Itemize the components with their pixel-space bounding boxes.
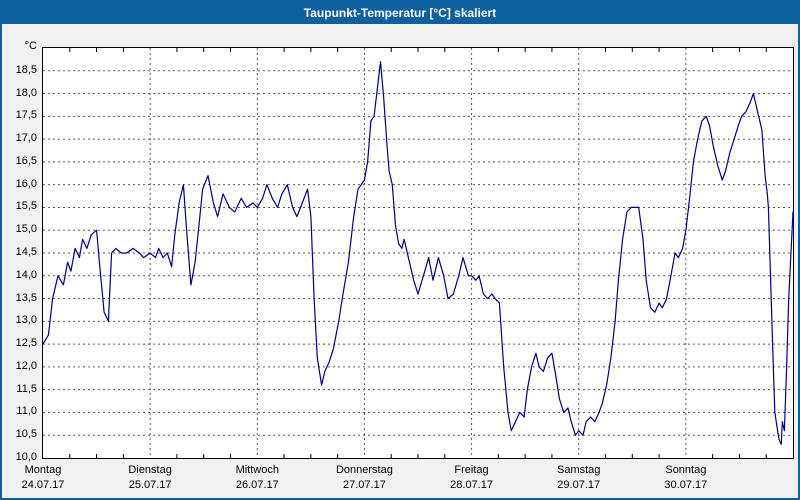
y-tick-label: 16,0 xyxy=(15,177,37,190)
y-tick-label: 12,5 xyxy=(15,337,37,350)
day-name: Sonntag xyxy=(665,464,707,476)
y-tick-label: 17,0 xyxy=(15,132,37,145)
chart-title-bar: Taupunkt-Temperatur [°C] skaliert xyxy=(2,2,798,24)
day-date: 29.07.17 xyxy=(557,479,601,491)
day-name: Montag xyxy=(24,464,62,476)
gridlines xyxy=(43,48,793,458)
day-date: 30.07.17 xyxy=(664,479,708,491)
day-date: 24.07.17 xyxy=(21,479,65,491)
axis-minor-ticks xyxy=(69,48,767,458)
day-date: 26.07.17 xyxy=(235,479,279,491)
chart-canvas xyxy=(42,48,794,458)
x-day-label: Donnerstag 27.07.17 xyxy=(336,463,393,493)
y-axis-unit-label: °C xyxy=(24,40,37,52)
y-tick-label: 18,0 xyxy=(15,86,37,99)
y-tick-label: 15,0 xyxy=(15,223,37,236)
y-tick-label: 13,0 xyxy=(15,314,37,327)
day-date: 28.07.17 xyxy=(450,479,493,491)
x-day-label: Freitag 28.07.17 xyxy=(450,463,493,493)
x-day-label: Samstag 29.07.17 xyxy=(557,463,600,493)
y-tick-label: 14,0 xyxy=(15,268,37,281)
day-date: 25.07.17 xyxy=(128,479,172,491)
day-name: Dienstag xyxy=(128,464,172,476)
day-name: Donnerstag xyxy=(335,464,393,476)
day-date: 27.07.17 xyxy=(343,479,386,491)
day-name: Freitag xyxy=(454,464,489,476)
plot-area xyxy=(42,47,794,459)
x-day-label: Dienstag 25.07.17 xyxy=(128,463,171,493)
y-tick-label: 11,0 xyxy=(16,405,37,418)
y-tick-label: 10,0 xyxy=(15,451,37,463)
y-tick-label: 11,5 xyxy=(16,382,37,395)
series-line xyxy=(42,61,794,445)
y-tick-label: 12,0 xyxy=(15,359,37,372)
y-tick-label: 15,5 xyxy=(15,200,37,213)
x-day-label: Montag 24.07.17 xyxy=(22,463,65,493)
y-tick-label: 17,5 xyxy=(15,109,37,122)
y-tick-label: 10,5 xyxy=(15,428,37,441)
y-tick-label: 16,5 xyxy=(15,154,37,167)
day-name: Samstag xyxy=(556,464,601,476)
x-day-label: Mittwoch 26.07.17 xyxy=(236,463,279,493)
y-tick-label: 18,5 xyxy=(15,63,37,76)
y-tick-label: 13,5 xyxy=(15,291,37,304)
x-day-label: Sonntag 30.07.17 xyxy=(664,463,707,493)
day-name: Mittwoch xyxy=(235,464,279,476)
y-tick-label: 14,5 xyxy=(15,246,37,258)
